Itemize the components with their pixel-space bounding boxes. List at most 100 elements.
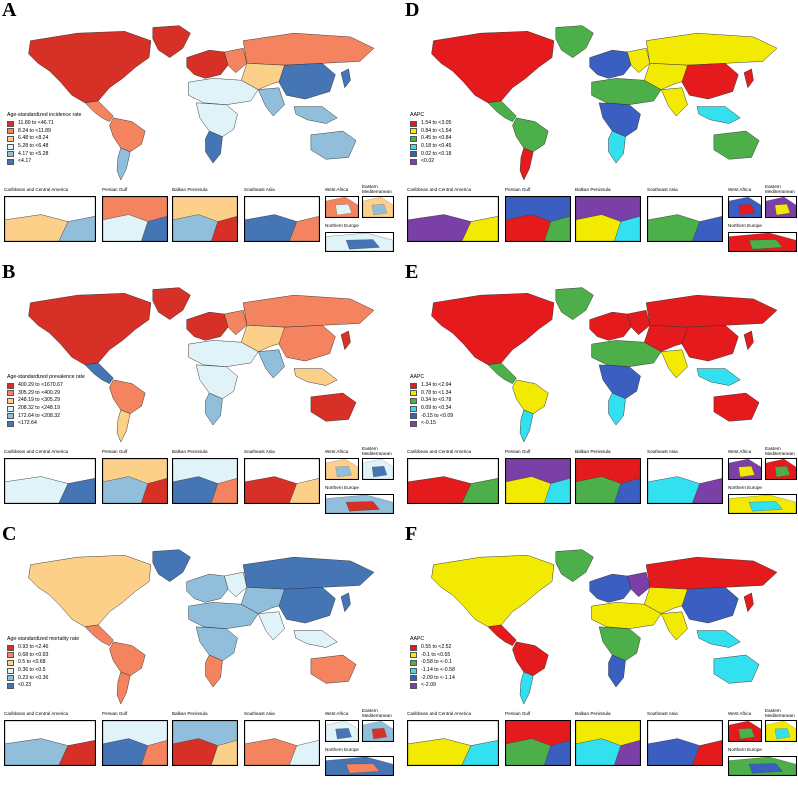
region-ca [84,362,114,384]
legend-item: 0.18 to <0.45 [410,143,520,151]
inset-title-eastern-med: Eastern Mediterranean [765,708,795,718]
panel-letter: E [405,261,419,283]
legend-swatch [7,659,14,666]
inset-title-balkan: Balkan Peninsula [575,187,611,192]
inset-map-southeast-asia [244,196,320,242]
inset-map-west-africa [325,196,359,218]
legend-label: 0.5 to <0.68 [18,659,46,666]
legend-item: 0.5 to <0.68 [7,659,117,667]
region-china [278,63,336,100]
legend-swatch [7,382,14,389]
inset-title-caribbean: Caribbean and Central America [407,711,472,716]
legend-label: -0.58 to <-0.1 [421,659,453,666]
inset-title-caribbean: Caribbean and Central America [4,711,69,716]
inset-map-eastern-med [362,720,394,742]
map-legend: Age-standardized incidence rate 11.89 to … [7,112,117,166]
legend-label: 0.93 to <2.46 [18,644,49,651]
region-eu-east [224,47,248,74]
inset-map-persian-gulf [505,720,571,766]
inset-title-southeast-asia: Southeast Asia [647,711,678,716]
region-mena [188,602,259,629]
inset-map-balkan [172,458,238,504]
legend-swatch [410,682,417,689]
region-africa-s [608,130,626,164]
legend-label: 0.36 to <0.5 [18,667,46,674]
legend-label: 5.28 to <6.48 [18,143,49,150]
legend-title: AAPC [410,112,425,118]
region-china [278,325,336,362]
legend-label: 0.78 to <1.34 [421,389,452,396]
legend-label: -0.15 to <0.09 [421,412,454,419]
region-aus [713,392,760,422]
region-africa [195,364,238,399]
region-south-asia [660,87,688,117]
region-russia [645,32,778,66]
inset-map-southeast-asia [647,196,723,242]
panel-letter: F [405,523,418,545]
inset-title-caribbean: Caribbean and Central America [4,449,69,454]
legend-item: 11.89 to <46.71 [7,120,117,128]
inset-title-northern-europe: Northern Europe [728,223,762,228]
legend-item: -0.58 to <-0.1 [410,659,520,667]
region-africa [195,102,238,137]
region-eu-east [627,571,651,598]
legend-title: AAPC [410,374,425,380]
panel-letter: D [405,0,420,21]
inset-title-caribbean: Caribbean and Central America [407,187,472,192]
region-africa-s [205,130,223,164]
region-sa-south [519,409,534,442]
legend-swatch [410,413,417,420]
legend-item: -1.14 to <-0.58 [410,667,520,675]
legend-swatch [410,158,417,165]
inset-title-caribbean: Caribbean and Central America [407,449,472,454]
region-aus [310,392,357,422]
legend-item: 5.28 to <6.48 [7,143,117,151]
region-russia [645,556,778,590]
inset-map-balkan [575,196,641,242]
region-russia [645,294,778,328]
region-eu [186,49,229,79]
legend-swatch [410,667,417,674]
region-china [681,325,739,362]
world-map [28,287,375,442]
legend-label: <-0.15 [421,420,436,427]
legend-swatch [410,135,417,142]
panel-letter: B [2,261,16,283]
region-mena [591,602,662,629]
legend-swatch [410,151,417,158]
inset-map-southeast-asia [244,720,320,766]
legend-item: <172.64 [7,420,117,428]
inset-map-persian-gulf [102,196,168,242]
legend-label: 0.55 to <2.52 [421,644,452,651]
legend-item: 172.64 to <208.32 [7,412,117,420]
inset-title-balkan: Balkan Peninsula [575,449,611,454]
region-na [28,555,152,628]
region-ca [84,100,114,122]
region-sa-south [116,147,131,180]
inset-title-southeast-asia: Southeast Asia [244,711,275,716]
legend-item: 0.78 to <1.34 [410,390,520,398]
legend-swatch [7,405,14,412]
region-russia [242,294,375,328]
region-mena [591,340,662,367]
inset-title-southeast-asia: Southeast Asia [647,187,678,192]
map-legend: AAPC 1.34 to <2.94 0.78 to <1.34 0.34 to <0… [410,374,520,428]
inset-title-west-africa: West Africa [728,711,752,716]
map-panel-e: E AAPC 1.34 to <2.94 0.78 to <1.34 0.34 to <… [403,262,798,520]
legend-swatch [7,667,14,674]
region-china [681,587,739,624]
map-panel-a: A Age-standardized incidence rate 11.89 to… [0,0,395,258]
inset-map-balkan [172,196,238,242]
region-eu-east [627,309,651,336]
region-na [431,31,555,104]
legend-swatch [410,120,417,127]
legend-item: 4.17 to <5.28 [7,150,117,158]
world-map [28,549,375,704]
legend-swatch [7,135,14,142]
legend-label: 0.84 to <1.54 [421,127,452,134]
inset-map-northern-europe [325,756,394,776]
legend-swatch [410,405,417,412]
region-eu-east [224,571,248,598]
legend-label: 0.45 to <0.84 [421,135,452,142]
inset-title-balkan: Balkan Peninsula [172,187,208,192]
